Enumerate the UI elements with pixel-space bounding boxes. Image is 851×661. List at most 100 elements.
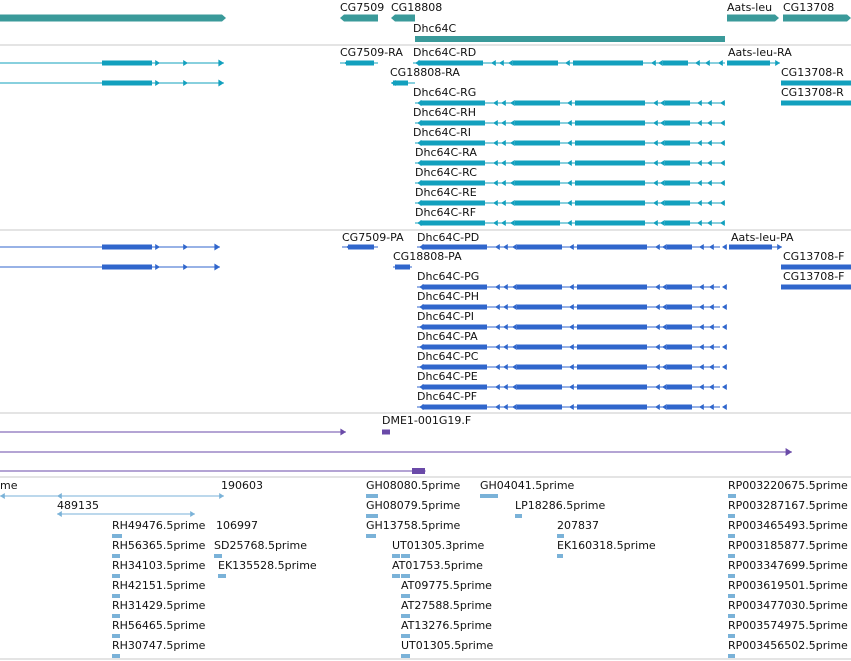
transcript-label[interactable]: Dhc64C-RG	[413, 86, 477, 99]
est-label[interactable]: UT01305.5prime	[401, 639, 494, 652]
strand-arrow-icon	[510, 140, 515, 146]
strand-arrow-icon	[501, 180, 506, 186]
est-label[interactable]: RH30747.5prime	[112, 639, 206, 652]
exon-block	[781, 284, 851, 290]
est-label[interactable]: GH08080.5prime	[366, 479, 461, 492]
est-label[interactable]: GH13758.5prime	[366, 519, 461, 532]
strand-arrow-icon	[709, 384, 714, 390]
est-label[interactable]: EK160318.5prime	[557, 539, 656, 552]
transcript-label[interactable]: CG7509-PA	[342, 231, 404, 244]
strand-arrow-icon	[493, 120, 498, 126]
transcript-label[interactable]: CG18808-RA	[390, 66, 460, 79]
transcript-label[interactable]: Dhc64C-PD	[417, 231, 480, 244]
exon-block	[665, 180, 690, 186]
est-label[interactable]: AT09775.5prime	[401, 579, 492, 592]
strand-arrow-icon	[707, 220, 712, 226]
strand-arrow-icon	[662, 324, 667, 330]
transcript-label[interactable]: CG18808-PA	[393, 250, 462, 263]
transcript-label[interactable]: Dhc64C-RI	[413, 126, 472, 139]
strand-arrow-icon	[722, 304, 727, 310]
est-label[interactable]: RP003347699.5prime	[728, 559, 848, 572]
strand-arrow-icon	[707, 180, 712, 186]
gene-label[interactable]: CG7509	[340, 1, 385, 14]
est-label[interactable]: RH49476.5prime	[112, 519, 206, 532]
transcript-label[interactable]: Dhc64C-PG	[417, 270, 480, 283]
strand-arrow-icon	[722, 384, 727, 390]
transcript-label[interactable]: Dhc64C-RF	[415, 206, 477, 219]
transcript-label[interactable]: CG7509-RA	[340, 46, 403, 59]
est-label[interactable]: RP003287167.5prime	[728, 499, 848, 512]
transcript-label[interactable]: Dhc64C-RH	[413, 106, 477, 119]
gene-glyph	[340, 14, 378, 22]
transcript-label[interactable]: CG13708-F	[783, 250, 845, 263]
transcript-label[interactable]: Dhc64C-PC	[417, 350, 479, 363]
strand-arrow-icon	[340, 428, 346, 436]
est-label[interactable]: LP18286.5prime	[515, 499, 606, 512]
est-label[interactable]: GH04041.5prime	[480, 479, 575, 492]
est-label[interactable]: RH34103.5prime	[112, 559, 206, 572]
gene-label[interactable]: CG18808	[391, 1, 443, 14]
est-glyph	[112, 534, 122, 538]
strand-arrow-icon	[655, 344, 660, 350]
transcript-label[interactable]: Aats-leu-PA	[731, 231, 794, 244]
est-label[interactable]: RH42151.5prime	[112, 579, 206, 592]
est-label[interactable]: RP003220675.5prime	[728, 479, 848, 492]
exon-block	[420, 160, 485, 166]
est-label[interactable]: AT01753.5prime	[392, 559, 483, 572]
est-label[interactable]: RP003477030.5prime	[728, 599, 848, 612]
est-label[interactable]: me	[0, 479, 18, 492]
exon-block	[577, 344, 647, 350]
exon-block	[348, 244, 374, 250]
est-label[interactable]: 106997	[216, 519, 258, 532]
gene-label[interactable]: Dhc64C	[413, 22, 457, 35]
transcript-label[interactable]: Dhc64C-RE	[415, 186, 477, 199]
est-label[interactable]: UT01305.3prime	[392, 539, 485, 552]
transcript-label[interactable]: CG13708-R	[781, 66, 844, 79]
est-label[interactable]: RH56465.5prime	[112, 619, 206, 632]
gene-label[interactable]: CG13708	[783, 1, 835, 14]
transcript-label[interactable]: Dhc64C-RA	[415, 146, 477, 159]
strand-arrow-icon	[720, 200, 725, 206]
strand-arrow-icon	[709, 284, 714, 290]
strand-arrow-icon	[718, 60, 723, 66]
est-label[interactable]: RP003456502.5prime	[728, 639, 848, 652]
strand-arrow-icon	[569, 304, 574, 310]
est-label[interactable]: RP003574975.5prime	[728, 619, 848, 632]
transcript-label[interactable]: CG13708-R	[781, 86, 844, 99]
transcript-label[interactable]: Dhc64C-PA	[417, 330, 478, 343]
strand-arrow-icon	[510, 200, 515, 206]
transcript-label[interactable]: Dhc64C-PI	[417, 310, 475, 323]
strand-arrow-icon	[503, 324, 508, 330]
est-label[interactable]: RP003465493.5prime	[728, 519, 848, 532]
exon-block	[515, 220, 560, 226]
strand-arrow-icon	[709, 344, 714, 350]
strand-arrow-icon	[722, 244, 727, 250]
strand-arrow-icon	[699, 304, 704, 310]
est-label[interactable]: AT13276.5prime	[401, 619, 492, 632]
transcript-label[interactable]: Dhc64C-RC	[415, 166, 477, 179]
est-label[interactable]: RP003619501.5prime	[728, 579, 848, 592]
est-label[interactable]: RH56365.5prime	[112, 539, 206, 552]
est-label[interactable]: SD25768.5prime	[214, 539, 307, 552]
est-label[interactable]: AT27588.5prime	[401, 599, 492, 612]
strand-arrow-icon	[219, 493, 224, 499]
est-label[interactable]: RH31429.5prime	[112, 599, 206, 612]
exon-block	[517, 324, 562, 330]
est-label[interactable]: EK135528.5prime	[218, 559, 317, 572]
transcript-label[interactable]: Dhc64C-PE	[417, 370, 478, 383]
exon-block	[781, 80, 851, 86]
est-label[interactable]: 190603	[221, 479, 263, 492]
transcript-label[interactable]: Dhc64C-PF	[417, 390, 478, 403]
est-label[interactable]: GH08079.5prime	[366, 499, 461, 512]
transcript-label[interactable]: Dhc64C-PH	[417, 290, 480, 303]
strand-arrow-icon	[653, 200, 658, 206]
gene-label[interactable]: Aats-leu	[727, 1, 773, 14]
cdna-clone-label[interactable]: DME1-001G19.F	[382, 414, 472, 427]
est-label[interactable]: 207837	[557, 519, 599, 532]
transcript-label[interactable]: Aats-leu-RA	[728, 46, 792, 59]
transcript-label[interactable]: Dhc64C-RD	[413, 46, 477, 59]
est-label[interactable]: RP003185877.5prime	[728, 539, 848, 552]
transcript-label[interactable]: CG13708-F	[783, 270, 845, 283]
strand-arrow-icon	[695, 60, 700, 66]
est-label[interactable]: 489135	[57, 499, 99, 512]
